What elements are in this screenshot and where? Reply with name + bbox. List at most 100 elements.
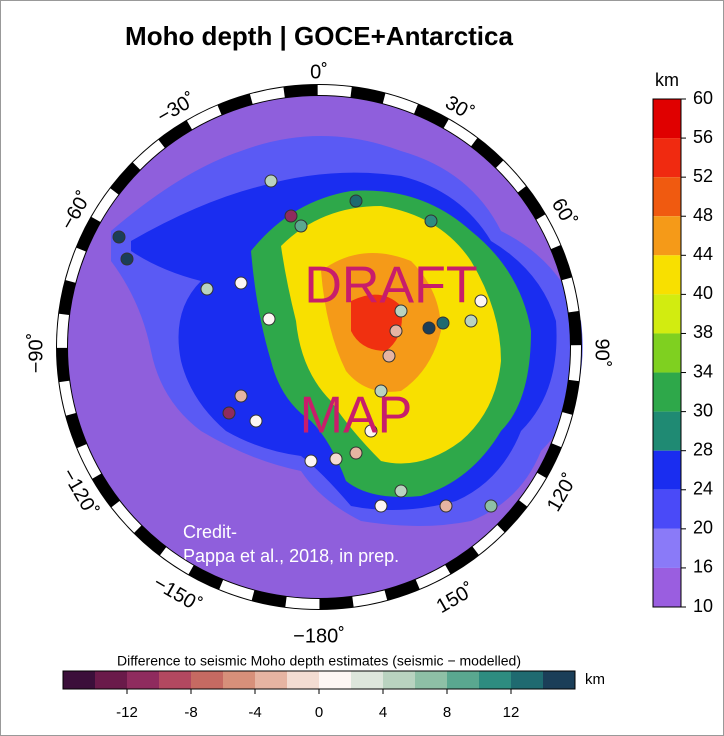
- depth-color-class: [653, 294, 681, 334]
- depth-color-class: [653, 372, 681, 412]
- difference-color-class: [543, 671, 575, 689]
- difference-color-class: [95, 671, 127, 689]
- difference-tick-label: 8: [443, 704, 451, 721]
- difference-tick-label: 12: [503, 704, 520, 721]
- difference-color-class: [479, 671, 511, 689]
- station: [382, 349, 396, 363]
- station: [474, 294, 488, 308]
- depth-color-class: [653, 177, 681, 217]
- title: Moho depth | GOCE+Antarctica: [125, 21, 513, 51]
- station: [200, 282, 214, 296]
- longitude-label: 0˚: [310, 61, 328, 83]
- difference-color-class: [287, 671, 319, 689]
- red-zone: [351, 294, 402, 351]
- station: [264, 174, 278, 188]
- depth-tick-label: 38: [693, 322, 713, 342]
- depth-tick-label: 10: [693, 596, 713, 616]
- watermark: MAP: [300, 387, 413, 445]
- depth-tick-label: 20: [693, 518, 713, 538]
- difference-color-class: [447, 671, 479, 689]
- depth-tick-label: 30: [693, 400, 713, 420]
- difference-tick-label: -8: [184, 704, 197, 721]
- station: [389, 324, 403, 338]
- station: [234, 389, 248, 403]
- difference-color-class: [415, 671, 447, 689]
- depth-color-class: [653, 255, 681, 295]
- difference-color-class: [319, 671, 351, 689]
- difference-tick-label: -4: [248, 704, 261, 721]
- difference-color-class: [511, 671, 543, 689]
- difference-color-class: [63, 671, 95, 689]
- depth-tick-label: 16: [693, 557, 713, 577]
- depth-color-class: [653, 411, 681, 451]
- station: [112, 230, 126, 244]
- station: [234, 276, 248, 290]
- station: [394, 304, 408, 318]
- depth-tick-label: 48: [693, 205, 713, 225]
- difference-color-class: [191, 671, 223, 689]
- station: [249, 414, 263, 428]
- station: [349, 194, 363, 208]
- depth-unit: km: [655, 70, 679, 90]
- depth-color-class: [653, 99, 681, 139]
- depth-color-class: [653, 528, 681, 568]
- depth-tick-label: 34: [693, 361, 713, 381]
- depth-tick-label: 40: [693, 283, 713, 303]
- depth-color-class: [653, 333, 681, 373]
- station: [349, 446, 363, 460]
- station: [329, 452, 343, 466]
- depth-color-class: [653, 489, 681, 529]
- credit: Credit-: [183, 522, 237, 542]
- longitude-label: −90˚: [25, 333, 47, 374]
- depth-tick-label: 60: [693, 88, 713, 108]
- longitude-label: 150˚: [433, 579, 479, 618]
- difference-color-class: [255, 671, 287, 689]
- station: [394, 484, 408, 498]
- difference-tick-label: -12: [116, 704, 138, 721]
- difference-tick-label: 4: [379, 704, 387, 721]
- station: [424, 214, 438, 228]
- depth-tick-label: 28: [693, 439, 713, 459]
- station: [374, 384, 388, 398]
- longitude-label: −180˚: [293, 625, 345, 647]
- station: [222, 406, 236, 420]
- station: [422, 321, 436, 335]
- station: [304, 454, 318, 468]
- station: [464, 314, 478, 328]
- depth-color-class: [653, 567, 681, 607]
- difference-color-class: [223, 671, 255, 689]
- longitude-label: 90˚: [591, 339, 613, 368]
- difference-unit: km: [585, 671, 605, 688]
- depth-tick-label: 56: [693, 127, 713, 147]
- station: [364, 424, 378, 438]
- depth-tick-label: 52: [693, 166, 713, 186]
- depth-color-class: [653, 450, 681, 490]
- difference-color-class: [159, 671, 191, 689]
- difference-color-class: [383, 671, 415, 689]
- depth-color-class: [653, 216, 681, 256]
- map: DRAFT MAP Credit- Pappa et al., 2018, in…: [56, 84, 583, 610]
- depth-color-class: [653, 138, 681, 178]
- difference-tick-label: 0: [315, 704, 323, 721]
- watermark: DRAFT: [304, 257, 477, 315]
- station: [439, 499, 453, 513]
- station: [294, 219, 308, 233]
- station: [120, 252, 134, 266]
- depth-tick-label: 44: [693, 244, 713, 264]
- frame: [57, 85, 581, 609]
- depth-colorbar-frame: [652, 98, 682, 608]
- depth-tick-label: 24: [693, 479, 713, 499]
- station: [436, 316, 450, 330]
- credit: Pappa et al., 2018, in prep.: [183, 546, 399, 566]
- station: [262, 312, 276, 326]
- difference-color-class: [127, 671, 159, 689]
- difference-color-class: [351, 671, 383, 689]
- station: [484, 499, 498, 513]
- station: [284, 209, 298, 223]
- difference-label: Difference to seismic Moho depth estimat…: [117, 653, 521, 669]
- station: [374, 499, 388, 513]
- station-points: [112, 174, 498, 513]
- longitude-label: 120˚: [543, 470, 582, 516]
